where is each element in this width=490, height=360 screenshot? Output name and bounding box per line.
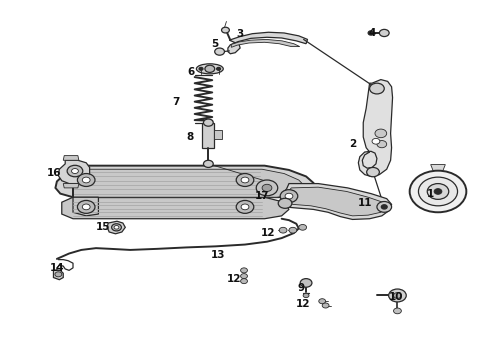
Circle shape <box>289 227 297 233</box>
Circle shape <box>393 308 401 314</box>
Circle shape <box>262 184 272 192</box>
Text: 10: 10 <box>389 292 404 302</box>
Text: 3: 3 <box>237 29 244 39</box>
Text: 11: 11 <box>358 198 372 208</box>
Circle shape <box>205 65 215 72</box>
Polygon shape <box>358 80 392 176</box>
Circle shape <box>112 224 122 231</box>
Circle shape <box>236 201 254 213</box>
Circle shape <box>280 190 298 203</box>
Circle shape <box>322 303 329 308</box>
Polygon shape <box>202 123 214 148</box>
Polygon shape <box>62 197 289 219</box>
Circle shape <box>82 177 90 183</box>
Polygon shape <box>280 184 392 220</box>
Circle shape <box>241 268 247 273</box>
Polygon shape <box>285 187 386 216</box>
Polygon shape <box>431 165 445 171</box>
Polygon shape <box>55 166 314 197</box>
Circle shape <box>418 177 458 206</box>
Circle shape <box>221 27 229 33</box>
Polygon shape <box>63 156 79 160</box>
Circle shape <box>199 67 203 70</box>
Polygon shape <box>231 40 300 47</box>
Circle shape <box>241 204 249 210</box>
Circle shape <box>285 193 293 199</box>
Circle shape <box>389 289 406 302</box>
Circle shape <box>114 226 119 229</box>
Circle shape <box>236 174 254 186</box>
Text: 8: 8 <box>187 132 194 142</box>
Circle shape <box>241 177 249 183</box>
Polygon shape <box>53 270 63 280</box>
Circle shape <box>256 180 278 196</box>
Polygon shape <box>214 130 222 139</box>
Circle shape <box>82 204 90 210</box>
Circle shape <box>203 160 213 167</box>
Text: 4: 4 <box>368 28 376 38</box>
Circle shape <box>217 67 221 70</box>
Circle shape <box>303 293 309 298</box>
Ellipse shape <box>196 64 223 74</box>
Polygon shape <box>107 221 125 234</box>
Circle shape <box>241 274 247 279</box>
Circle shape <box>410 171 466 212</box>
Text: 14: 14 <box>49 263 64 273</box>
Circle shape <box>299 225 307 230</box>
Circle shape <box>381 205 387 209</box>
Circle shape <box>375 129 387 138</box>
Circle shape <box>300 279 312 287</box>
Circle shape <box>367 167 379 177</box>
Circle shape <box>372 138 380 144</box>
Text: 13: 13 <box>211 250 225 260</box>
Text: 1: 1 <box>427 189 434 199</box>
Circle shape <box>77 201 95 213</box>
Text: 7: 7 <box>172 97 179 107</box>
Circle shape <box>319 299 326 304</box>
Text: 12: 12 <box>227 274 242 284</box>
Circle shape <box>241 279 247 284</box>
Text: 9: 9 <box>297 283 305 293</box>
Circle shape <box>77 174 95 186</box>
Circle shape <box>203 119 213 126</box>
Circle shape <box>393 293 401 298</box>
Text: 12: 12 <box>261 228 276 238</box>
Circle shape <box>377 140 387 148</box>
Circle shape <box>379 30 389 37</box>
Text: 5: 5 <box>211 40 219 49</box>
Polygon shape <box>58 160 90 184</box>
Circle shape <box>72 168 78 174</box>
Text: 6: 6 <box>188 67 195 77</box>
Circle shape <box>369 83 384 94</box>
Circle shape <box>278 198 292 208</box>
Text: 17: 17 <box>255 191 270 201</box>
Circle shape <box>279 227 287 233</box>
Polygon shape <box>63 184 79 188</box>
Circle shape <box>55 272 62 277</box>
Circle shape <box>434 189 442 194</box>
Circle shape <box>368 31 374 35</box>
Circle shape <box>67 165 83 177</box>
Circle shape <box>215 48 224 55</box>
Circle shape <box>427 184 449 199</box>
Text: 12: 12 <box>295 299 310 309</box>
Text: 16: 16 <box>47 168 62 178</box>
Polygon shape <box>228 32 308 54</box>
Polygon shape <box>73 169 305 197</box>
Polygon shape <box>73 166 98 216</box>
Circle shape <box>377 202 392 212</box>
Text: 15: 15 <box>96 222 111 232</box>
Text: 2: 2 <box>349 139 356 149</box>
